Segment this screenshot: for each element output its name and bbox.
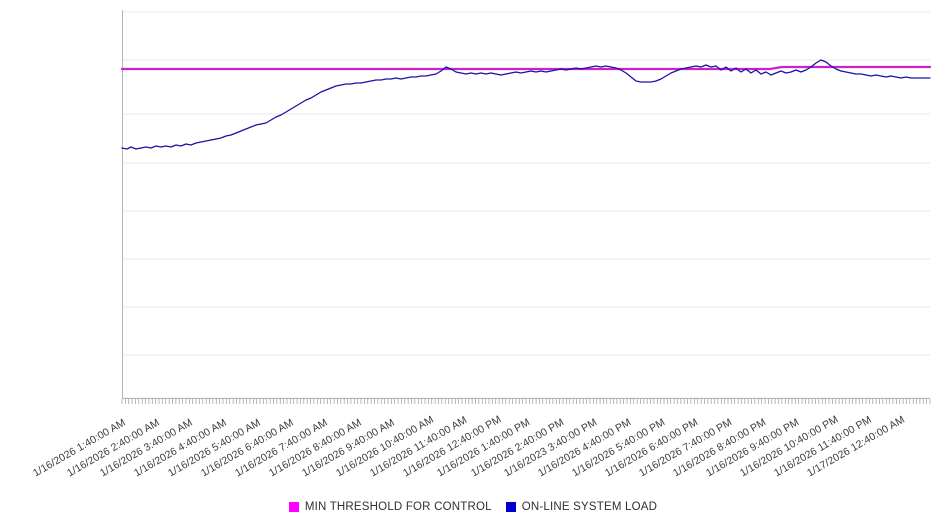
- legend-entry[interactable]: MIN THRESHOLD FOR CONTROL: [288, 501, 492, 513]
- legend-color-swatch: [288, 502, 299, 512]
- legend-color-swatch: [505, 502, 516, 512]
- series-line-load: [121, 59, 931, 150]
- legend-label: MIN THRESHOLD FOR CONTROL: [304, 501, 492, 513]
- legend-entry[interactable]: ON-LINE SYSTEM LOAD: [505, 501, 658, 513]
- series-line-threshold: [120, 65, 932, 71]
- legend-label: ON-LINE SYSTEM LOAD: [521, 501, 658, 513]
- x-axis-minor-ticks: [121, 399, 931, 404]
- chart-legend: MIN THRESHOLD FOR CONTROL ON-LINE SYSTEM …: [0, 497, 946, 517]
- data-series-group: [120, 59, 932, 150]
- axis-group: [122, 10, 930, 399]
